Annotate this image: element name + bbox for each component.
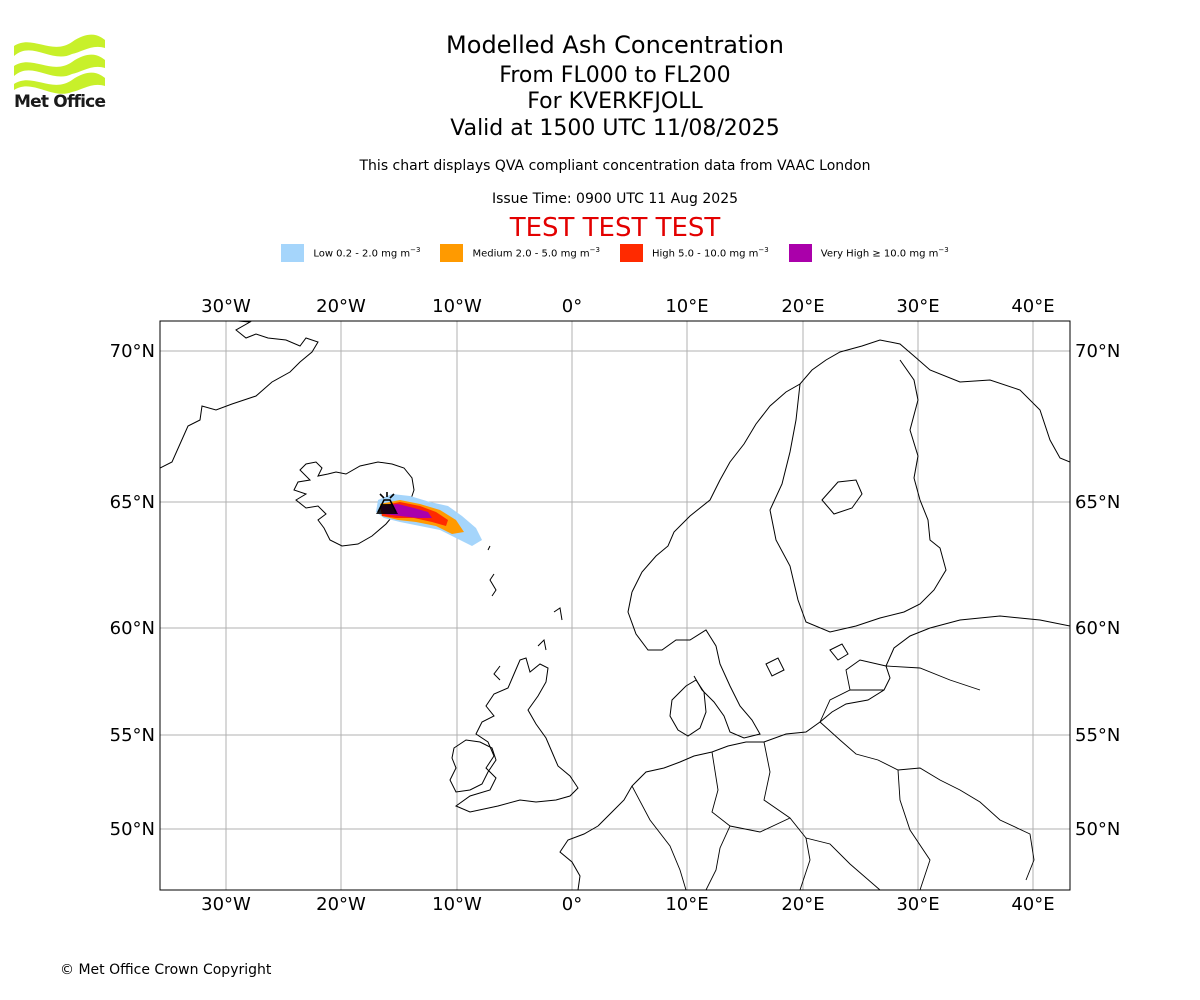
scandinavia-south (627, 591, 761, 739)
concentration-legend: Low 0.2 - 2.0 mg m−3 Medium 2.0 - 5.0 mg… (0, 244, 1200, 262)
volcano-icon (376, 492, 398, 514)
copyright: © Met Office Crown Copyright (60, 962, 272, 978)
legend-label-low: Low 0.2 - 2.0 mg m−3 (313, 246, 421, 260)
lon-tick-40e-bottom: 40°E (1011, 894, 1054, 915)
lon-ticks-bottom: 30°W 20°W 10°W 0° 10°E 20°E 30°E 40°E (201, 894, 1054, 915)
legend-item-very-high: Very High ≥ 10.0 mg m−3 (788, 244, 949, 262)
lat-tick-65n-left: 65°N (110, 492, 155, 513)
chart-title: Modelled Ash Concentration (446, 31, 784, 59)
france-coast (559, 825, 599, 890)
lon-tick-20w-top: 20°W (316, 296, 366, 317)
lat-tick-50n-right: 50°N (1075, 819, 1120, 840)
logo-wordmark: Met Office (14, 92, 106, 112)
lat-ticks-right: 70°N 65°N 60°N 55°N 50°N (1075, 341, 1120, 840)
lon-tick-0-top: 0° (562, 296, 582, 317)
lon-tick-40e-top: 40°E (1011, 296, 1054, 317)
coastlines (160, 321, 1070, 890)
lat-tick-60n-right: 60°N (1075, 618, 1120, 639)
country-borders (631, 659, 1035, 890)
legend-swatch-very-high (788, 244, 812, 262)
met-office-logo (14, 34, 105, 94)
lat-tick-70n-right: 70°N (1075, 341, 1120, 362)
lat-tick-50n-left: 50°N (110, 819, 155, 840)
baltic-islands (765, 643, 849, 677)
legend-label-high: High 5.0 - 10.0 mg m−3 (651, 246, 769, 260)
ireland-coast (449, 739, 497, 793)
lon-tick-10w-top: 10°W (432, 296, 482, 317)
bothnia-coast (769, 359, 947, 633)
lon-tick-30e-bottom: 30°E (896, 894, 939, 915)
ash-plume (376, 494, 482, 546)
britain-coast (454, 657, 579, 813)
lat-tick-70n-left: 70°N (110, 341, 155, 362)
map-frame (159, 320, 1071, 891)
map-content (160, 321, 1070, 890)
greenland-coast (160, 321, 319, 469)
lon-tick-10w-bottom: 10°W (432, 894, 482, 915)
flight-level-range: From FL000 to FL200 (499, 63, 731, 88)
scandinavia-coast (631, 339, 1070, 593)
lon-tick-20w-bottom: 20°W (316, 894, 366, 915)
lon-tick-30w-top: 30°W (201, 296, 251, 317)
lon-ticks-top: 30°W 20°W 10°W 0° 10°E 20°E 30°E 40°E (201, 296, 1054, 317)
test-banner: TEST TEST TEST (509, 213, 721, 243)
legend-item-low: Low 0.2 - 2.0 mg m−3 (281, 244, 420, 262)
lat-tick-60n-left: 60°N (110, 618, 155, 639)
graticule (160, 321, 1070, 890)
lon-tick-10e-bottom: 10°E (665, 894, 708, 915)
legend-swatch-medium (440, 244, 464, 262)
lat-tick-65n-right: 65°N (1075, 492, 1120, 513)
lon-tick-20e-bottom: 20°E (781, 894, 824, 915)
lon-tick-20e-top: 20°E (781, 296, 824, 317)
lat-tick-55n-left: 55°N (110, 725, 155, 746)
lon-tick-30e-top: 30°E (896, 296, 939, 317)
lat-tick-55n-right: 55°N (1075, 725, 1120, 746)
continent-coast (597, 615, 1070, 827)
issue-time: Issue Time: 0900 UTC 11 Aug 2025 (491, 191, 739, 207)
valid-time: Valid at 1500 UTC 11/08/2025 (450, 116, 780, 141)
qva-note: This chart displays QVA compliant concen… (359, 158, 871, 174)
volcano-name: For KVERKFJOLL (527, 89, 703, 114)
legend-item-high: High 5.0 - 10.0 mg m−3 (619, 244, 769, 262)
legend-label-medium: Medium 2.0 - 5.0 mg m−3 (472, 246, 600, 260)
lon-tick-30w-bottom: 30°W (201, 894, 251, 915)
legend-swatch-low (281, 244, 305, 262)
lon-tick-0-bottom: 0° (562, 894, 582, 915)
lat-ticks-left: 70°N 65°N 60°N 55°N 50°N (110, 341, 155, 840)
denmark-coast (669, 679, 707, 737)
legend-item-medium: Medium 2.0 - 5.0 mg m−3 (440, 244, 600, 262)
lon-tick-10e-top: 10°E (665, 296, 708, 317)
legend-swatch-high (619, 244, 643, 262)
legend-label-very-high: Very High ≥ 10.0 mg m−3 (820, 246, 949, 260)
